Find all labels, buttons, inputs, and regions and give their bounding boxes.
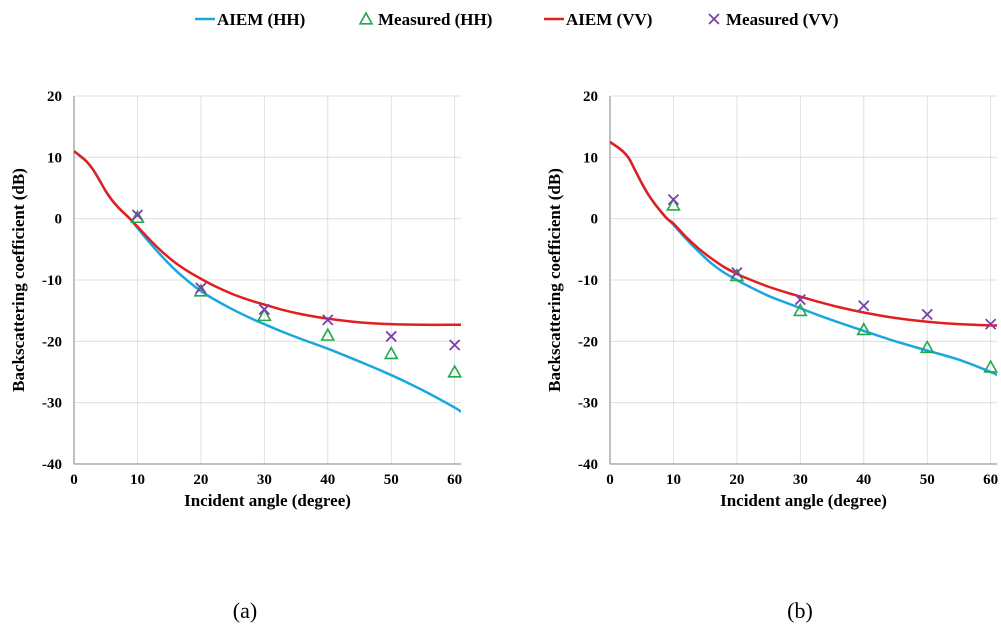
p1-point-measured-vv <box>731 267 743 279</box>
p0-x-axis-title: Incident angle (degree) <box>184 491 351 510</box>
p1-y-tick-label: -10 <box>578 273 598 289</box>
p1-y-tick-label: -40 <box>578 457 598 473</box>
p1-y-tick-label: -20 <box>578 334 598 350</box>
p0-point-measured-vv-stroke-2 <box>449 339 461 351</box>
p1-point-measured-vv <box>667 194 680 206</box>
p1-y-tick-label: 20 <box>583 89 598 105</box>
legend-label-3: Measured (VV) <box>726 10 839 29</box>
p1-y-tick-label: 0 <box>591 212 599 228</box>
p1-x-tick-label: 50 <box>920 472 935 488</box>
p0-point-measured-vv <box>258 303 270 316</box>
p0-y-tick-label: 10 <box>47 150 62 166</box>
p0-y-axis-title: Backscattering coefficient (dB) <box>9 168 28 392</box>
panel-caption-a: (a) <box>232 598 258 623</box>
p1-point-measured-vv-stroke-2 <box>794 293 806 306</box>
p0-x-tick-label: 20 <box>193 472 208 488</box>
p1-point-measured-vv <box>858 300 870 312</box>
p1-plot-area <box>610 140 997 377</box>
p0-point-measured-hh <box>383 345 399 360</box>
legend-label-0: AIEM (HH) <box>217 10 305 29</box>
p0-y-tick-label: -40 <box>42 457 62 473</box>
p1-point-measured-vv <box>921 308 933 320</box>
legend-swatch-3 <box>708 13 720 25</box>
p1-point-measured-vv-stroke-2 <box>921 308 933 320</box>
p0-point-measured-vv-stroke-2 <box>195 282 207 294</box>
p1-x-tick-label: 30 <box>793 472 808 488</box>
p0-x-tick-label: 40 <box>320 472 335 488</box>
p0-point-measured-vv-stroke-2 <box>258 303 270 316</box>
legend-swatch-1 <box>358 11 374 25</box>
p0-y-tick-label: -30 <box>42 396 62 412</box>
p0-series-aiem-vv-line <box>74 150 461 327</box>
p0-point-measured-hh <box>256 307 272 322</box>
p0-x-tick-label: 0 <box>70 472 78 488</box>
p1-y-tick-label: 10 <box>583 150 598 166</box>
p1-point-measured-vv <box>794 293 806 306</box>
p1-point-measured-hh <box>856 322 872 336</box>
p1-point-measured-hh <box>919 339 935 354</box>
p1-point-measured-vv-stroke-2 <box>667 194 680 206</box>
p0-y-tick-label: 20 <box>47 89 62 105</box>
p0-point-measured-hh <box>447 364 463 378</box>
chart-panel-a: -40 -30 -20 -10 0 10 20 0 10 20 30 40 50 60 Incident a… <box>9 89 463 510</box>
p1-x-tick-label: 40 <box>856 472 871 488</box>
chart-legend: AIEM (HH) Measured (HH) AIEM (VV) Measured … <box>195 10 839 29</box>
p0-point-measured-hh <box>320 327 336 341</box>
p0-point-measured-vv <box>195 282 207 294</box>
p1-y-axis-title: Backscattering coefficient (dB) <box>545 168 564 392</box>
legend-label-2: AIEM (VV) <box>566 10 652 29</box>
p0-x-tick-label: 30 <box>257 472 272 488</box>
p0-point-measured-vv <box>131 209 144 221</box>
legend-swatch-3-stroke-2 <box>708 13 720 25</box>
p1-x-tick-label: 10 <box>666 472 681 488</box>
p0-x-tick-label: 60 <box>447 472 462 488</box>
p0-point-measured-vv <box>385 330 397 343</box>
p0-point-measured-vv-stroke-2 <box>131 209 144 221</box>
p1-series-aiem-vv-line <box>610 140 997 327</box>
p0-point-measured-vv <box>322 314 334 326</box>
p0-x-tick-label: 50 <box>384 472 399 488</box>
p1-point-measured-vv-stroke-2 <box>731 267 743 279</box>
chart-panel-b: -40 -30 -20 -10 0 10 20 0 10 20 30 40 50 60 Incident a… <box>545 89 999 510</box>
p1-y-tick-label: -30 <box>578 396 598 412</box>
p1-point-measured-vv <box>985 318 997 330</box>
p1-series-aiem-hh-line <box>610 140 997 377</box>
p1-x-tick-label: 20 <box>729 472 744 488</box>
panel-caption-b: (b) <box>787 598 813 623</box>
p0-y-tick-label: -10 <box>42 273 62 289</box>
p1-point-measured-hh <box>983 359 999 373</box>
p0-y-tick-label: 0 <box>55 212 63 228</box>
p0-point-measured-vv-stroke-2 <box>322 314 334 326</box>
p1-x-tick-label: 60 <box>983 472 998 488</box>
p1-x-axis-title: Incident angle (degree) <box>720 491 887 510</box>
p0-series-aiem-hh-line <box>74 150 461 413</box>
p0-x-tick-label: 10 <box>130 472 145 488</box>
p0-y-tick-label: -20 <box>42 334 62 350</box>
p0-plot-area <box>74 150 461 413</box>
p1-point-measured-vv-stroke-2 <box>858 300 870 312</box>
p1-x-tick-label: 0 <box>606 472 614 488</box>
p0-point-measured-vv-stroke-2 <box>385 330 397 343</box>
p1-point-measured-hh <box>792 303 808 317</box>
p1-point-measured-hh <box>666 197 681 211</box>
legend-label-1: Measured (HH) <box>378 10 492 29</box>
p1-point-measured-vv-stroke-2 <box>985 318 997 330</box>
p0-point-measured-vv <box>449 339 461 351</box>
